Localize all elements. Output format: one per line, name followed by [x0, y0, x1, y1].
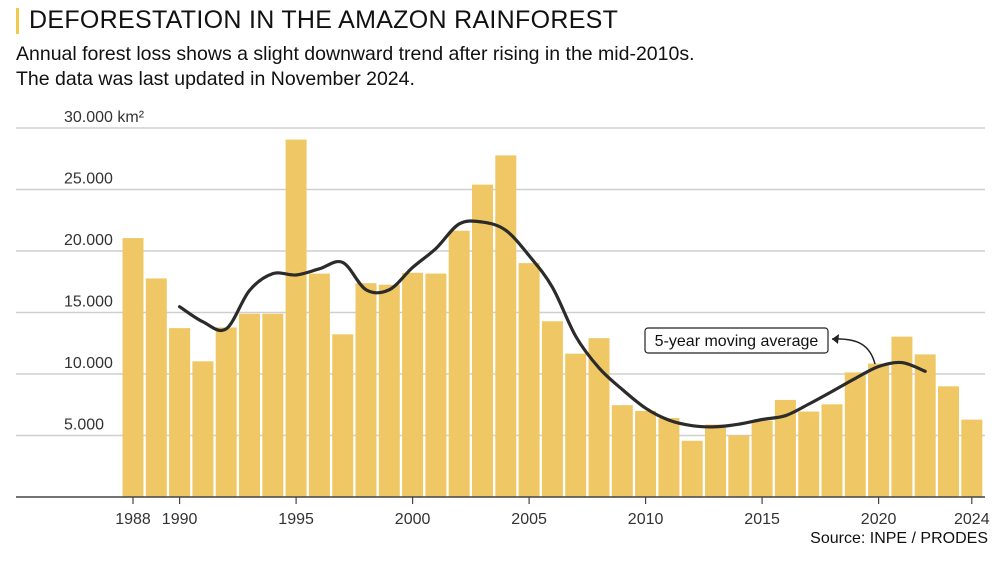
source-note: Source: INPE / PRODES — [810, 530, 988, 547]
y-axis-tick-labels: 5.000 10.000 15.000 20.000 25.000 30.000 km² — [64, 109, 145, 434]
bar — [262, 313, 284, 497]
bar — [239, 313, 260, 497]
y-tick-label: 15.000 — [64, 294, 113, 311]
moving-average-series — [178, 219, 927, 429]
x-tick-label: 2024 — [954, 511, 990, 528]
title-accent-bar — [16, 7, 19, 34]
x-tick-label: 2000 — [395, 511, 431, 528]
bar — [938, 386, 959, 497]
bar — [658, 418, 680, 497]
bars — [122, 139, 983, 498]
annotation: 5-year moving average — [644, 327, 876, 365]
bar — [402, 272, 424, 497]
bar — [868, 363, 890, 497]
bar — [541, 321, 563, 497]
bar — [705, 424, 726, 497]
x-tick-label: 1990 — [162, 511, 198, 528]
annotation-box — [644, 327, 829, 354]
bar — [891, 336, 913, 497]
x-tick-label: 2015 — [744, 511, 780, 528]
bar — [844, 372, 866, 497]
bar — [169, 328, 191, 497]
chart-subtitle: Annual forest loss shows a slight downwa… — [16, 42, 976, 92]
chart-title: DEFORESTATION IN THE AMAZON RAINFOREST — [29, 6, 619, 34]
bar — [518, 263, 540, 497]
bar — [751, 420, 773, 497]
bar — [332, 334, 354, 497]
x-tick-label: 2010 — [628, 511, 664, 528]
bar — [728, 435, 750, 497]
y-tick-label: 30.000 km² — [64, 109, 145, 126]
bar — [448, 230, 470, 498]
moving-average-line — [178, 219, 927, 429]
bar — [425, 273, 447, 497]
x-tick-label: 2020 — [861, 511, 897, 528]
bar — [192, 361, 214, 497]
annotation-arrow — [831, 338, 876, 365]
bar — [378, 284, 400, 497]
bar — [285, 139, 307, 498]
annotation-arrowhead — [832, 334, 839, 344]
y-tick-label: 25.000 — [64, 171, 113, 188]
x-axis-tick-labels: 1988 1990 1995 2000 2005 2010 2015 2020 2024 — [115, 497, 990, 528]
bar — [308, 273, 330, 497]
bar — [611, 405, 633, 497]
bar — [961, 419, 983, 497]
bar — [355, 283, 377, 497]
subtitle-line-2: The data was last updated in November 20… — [16, 68, 415, 90]
x-tick-label: 2005 — [511, 511, 547, 528]
bar — [798, 411, 820, 497]
annotation-label: 5-year moving average — [655, 333, 819, 350]
bar — [821, 404, 843, 497]
bar — [495, 155, 517, 497]
subtitle-line-1: Annual forest loss shows a slight downwa… — [16, 43, 695, 65]
x-tick-label: 1988 — [115, 511, 151, 528]
y-tick-label: 10.000 — [64, 355, 113, 372]
bar — [122, 238, 144, 497]
bar — [914, 354, 936, 497]
bar — [635, 410, 657, 497]
bar — [774, 399, 796, 497]
y-tick-label: 20.000 — [64, 232, 113, 249]
bar — [145, 278, 167, 497]
bar — [681, 440, 703, 497]
x-tick-label: 1995 — [278, 511, 314, 528]
title-block: DEFORESTATION IN THE AMAZON RAINFOREST — [16, 6, 618, 35]
bar — [588, 338, 610, 497]
bar — [215, 327, 237, 497]
y-tick-label: 5.000 — [64, 417, 104, 434]
bar — [565, 353, 587, 497]
bar — [472, 184, 493, 497]
